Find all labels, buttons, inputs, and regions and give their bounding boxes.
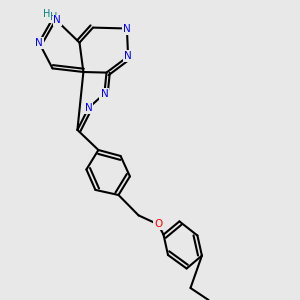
- Text: N: N: [123, 23, 131, 34]
- Text: N: N: [85, 103, 92, 113]
- Text: N: N: [35, 38, 43, 48]
- Text: H: H: [43, 9, 50, 20]
- Text: N: N: [53, 15, 61, 26]
- Text: N: N: [100, 88, 108, 99]
- Text: O: O: [154, 219, 162, 230]
- Text: H: H: [50, 12, 57, 22]
- Text: N: N: [124, 51, 132, 62]
